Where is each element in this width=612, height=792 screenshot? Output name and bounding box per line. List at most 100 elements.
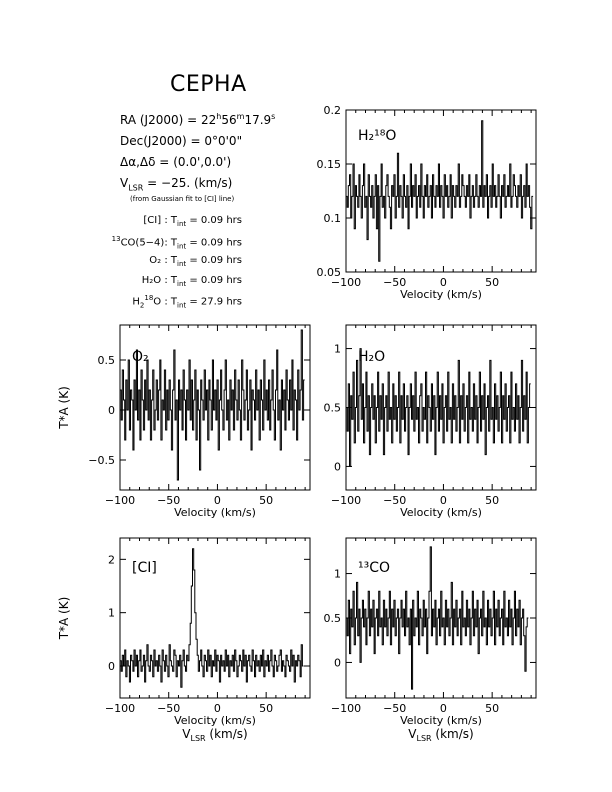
spectrum-line-h2o xyxy=(346,348,531,467)
y-tick-label: 0.5 xyxy=(98,354,116,367)
y-tick-label: 0 xyxy=(108,404,115,417)
int-sup-13co: 13 xyxy=(111,235,121,243)
y-axis-label: T*A (K) xyxy=(57,597,71,641)
panel-h2o: −100 −50 0 50 0 0.5 1 H₂O Velocity (km/s) xyxy=(324,324,537,519)
panel-13co: −100 −50 0 50 0 0.5 1 ¹³CO Velocity (km/s)VLSR (… xyxy=(324,537,537,743)
species-label-ci: [CI] xyxy=(132,560,157,576)
dec-line: Dec(J2000) = 0°0'0" xyxy=(120,134,242,148)
x-tick-label: 50 xyxy=(259,702,273,715)
x-tick-label: −100 xyxy=(331,276,361,289)
int-tsub-h218o: int xyxy=(177,301,187,310)
panel-o2: −100 −50 0 50 −0.5 0 0.5 O₂ Velocity (km/s) T*A (… xyxy=(57,324,311,519)
x-tick-label: −100 xyxy=(331,702,361,715)
int-row-h2o: H₂O : Tint = 0.09 hrs xyxy=(82,275,242,288)
int-value-ci: = 0.09 hrs xyxy=(189,215,242,226)
offset-label: Δα,Δδ = xyxy=(120,155,170,169)
int-line-o2: O₂ : xyxy=(149,255,168,266)
ra-m-sup: m xyxy=(236,112,245,121)
x-tick-label: 0 xyxy=(440,702,447,715)
x-axis-label: Velocity (km/s) xyxy=(174,506,256,519)
x-axis-label-vlsr-sub: LSR xyxy=(191,734,207,743)
ra-label: RA (J2000) = xyxy=(120,113,198,127)
x-axis-label-vlsr-main: V xyxy=(408,727,417,741)
x-axis-label: Velocity (km/s) xyxy=(400,288,482,301)
int-value-o2: = 0.09 hrs xyxy=(189,255,242,266)
x-tick-label: −50 xyxy=(383,702,406,715)
int-value-h218o: = 27.9 hrs xyxy=(189,296,242,308)
x-tick-label: 50 xyxy=(259,494,273,507)
y-tick-label: 0 xyxy=(334,656,341,669)
int-tsub-h2o: int xyxy=(177,280,187,288)
x-tick-label: 0 xyxy=(214,702,221,715)
x-axis-label: Velocity (km/s) xyxy=(400,714,482,727)
int-tsub-13co: int xyxy=(177,242,187,251)
y-tick-label: 0 xyxy=(108,660,115,673)
int-t-13co: T xyxy=(170,237,177,249)
plot-frame xyxy=(119,537,311,699)
spectrum-line-h218o xyxy=(346,120,534,262)
int-sup-h218o: 18 xyxy=(144,294,154,302)
x-axis-label-vlsr-main: V xyxy=(182,727,191,741)
y-tick-label: 0.2 xyxy=(324,104,342,117)
x-tick-label: 50 xyxy=(485,702,499,715)
species-label-h218o: H₂¹⁸O xyxy=(358,128,396,144)
species-label-o2: O₂ xyxy=(132,349,149,365)
ra-s-sup: s xyxy=(271,112,276,121)
offset-line: Δα,Δδ = (0.0',0.0') xyxy=(120,155,231,169)
y-tick-label: 1 xyxy=(334,343,341,356)
y-tick-label: 0 xyxy=(334,460,341,473)
spectrum-line-o2 xyxy=(120,329,305,481)
y-tick-label: 0.5 xyxy=(324,402,342,415)
int-t-h218o: T xyxy=(170,296,177,308)
y-tick-label: 1 xyxy=(334,568,341,581)
x-tick-label: 0 xyxy=(214,494,221,507)
int-row-ci: [CI] : Tint = 0.09 hrs xyxy=(82,215,242,228)
spectrum-line-ci xyxy=(120,548,304,688)
x-tick-label: 0 xyxy=(440,494,447,507)
x-tick-label: −50 xyxy=(383,494,406,507)
x-tick-label: 0 xyxy=(440,276,447,289)
int-line-h218o: O : xyxy=(153,296,168,308)
y-tick-label: 0.1 xyxy=(324,212,342,225)
ra-hours: 22 xyxy=(201,113,217,127)
x-tick-label: −50 xyxy=(157,702,180,715)
species-label-13co: ¹³CO xyxy=(358,560,390,576)
y-tick-label: −0.5 xyxy=(88,454,115,467)
int-row-o2: O₂ : Tint = 0.09 hrs xyxy=(82,255,242,268)
int-line-13co: CO(5−4): xyxy=(120,237,168,249)
int-value-h2o: = 0.09 hrs xyxy=(189,275,242,286)
plot-frame xyxy=(119,324,311,491)
plot-frame xyxy=(345,109,537,273)
spectrum-line-13co xyxy=(346,546,529,690)
int-row-13co: 13CO(5−4): Tint = 0.09 hrs xyxy=(82,235,242,250)
x-tick-label: 50 xyxy=(485,276,499,289)
vlsr-line: VLSR = −25. (km/s) xyxy=(120,176,232,192)
int-row-h218o: H218O : Tint = 27.9 hrs xyxy=(82,294,242,309)
int-t-o2: T xyxy=(170,255,177,266)
y-axis-label: T*A (K) xyxy=(57,386,71,430)
int-tsub-ci: int xyxy=(177,220,187,228)
y-tick-label: 1 xyxy=(108,607,115,620)
ra-seconds: 17.9 xyxy=(244,113,272,127)
y-tick-label: 0.15 xyxy=(317,158,342,171)
ra-h-sup: h xyxy=(216,112,222,121)
x-tick-label: 50 xyxy=(485,494,499,507)
x-axis-label-vlsr: VLSR (km/s) xyxy=(182,727,247,743)
ra-minutes: 56 xyxy=(221,113,237,127)
page-title: CEPHA xyxy=(170,72,247,97)
x-tick-label: −50 xyxy=(157,494,180,507)
x-axis-label-vlsr-rest: (km/s) xyxy=(432,727,474,741)
x-tick-label: −50 xyxy=(383,276,406,289)
x-tick-label: −100 xyxy=(331,494,361,507)
x-axis-label-vlsr: VLSR (km/s) xyxy=(408,727,473,743)
panel-ci: −100 −50 0 50 0 1 2 [CI] Velocity (km/s)VLSR (km… xyxy=(57,537,311,743)
x-axis-label: Velocity (km/s) xyxy=(400,506,482,519)
int-line-h2o: H₂O : xyxy=(141,275,168,286)
offset-value: (0.0',0.0') xyxy=(173,155,232,169)
y-tick-label: 0.05 xyxy=(317,266,342,279)
panel-h218o: −100 −50 0 50 0.05 0.1 0.15 0.2 H₂¹⁸O Velocity (k… xyxy=(317,104,537,301)
vlsr-label-sub: LSR xyxy=(128,183,144,193)
int-t-h2o: T xyxy=(170,275,177,286)
int-value-13co: = 0.09 hrs xyxy=(189,237,242,249)
